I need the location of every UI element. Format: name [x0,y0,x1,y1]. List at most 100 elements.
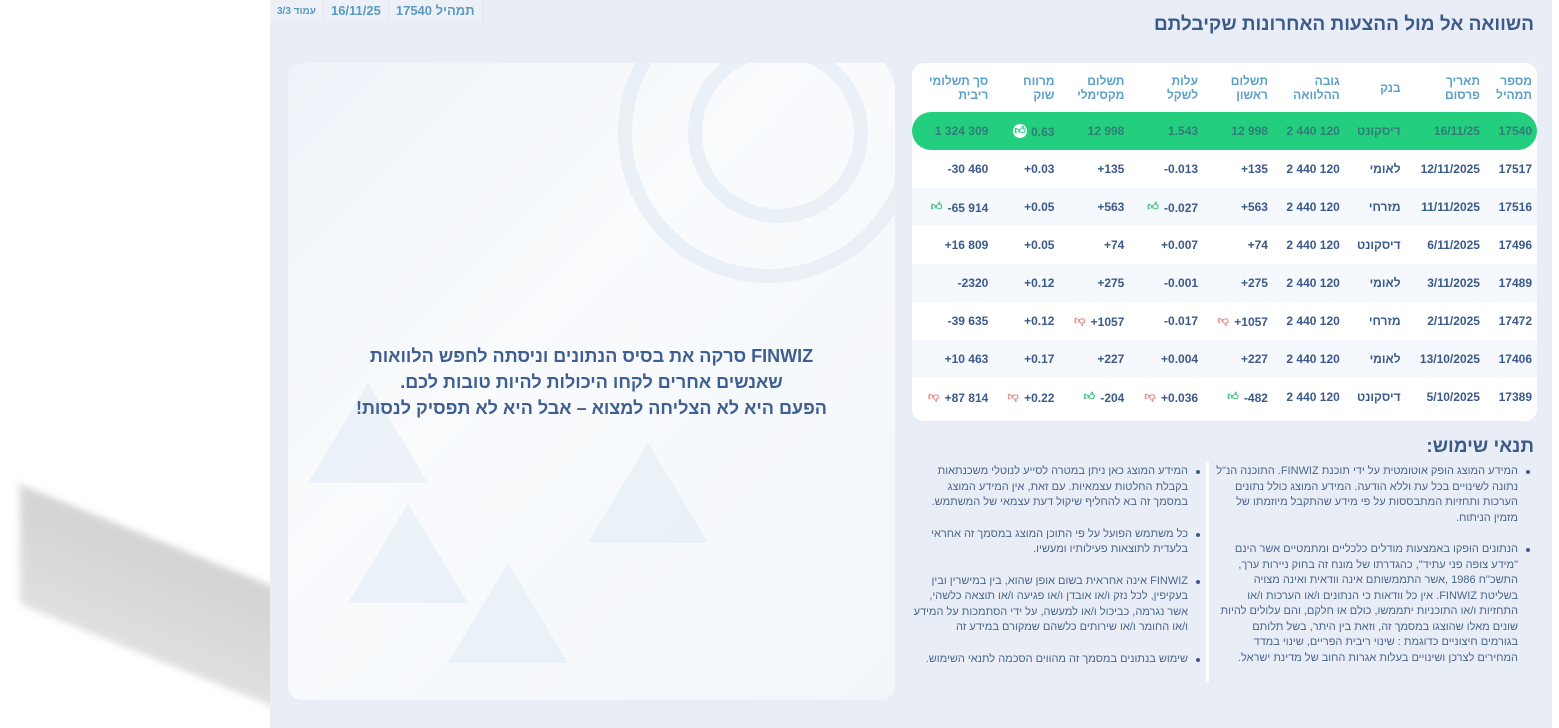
table-cell: 2 440 120 [1273,226,1345,264]
thumb-down-icon: 👎︎ [1007,390,1019,403]
table-cell: 13/10/2025 [1405,340,1485,378]
cell-value: 17516 [1498,200,1532,214]
column-header-line: לשקל [1166,87,1199,102]
table-cell: 17489 [1484,264,1537,302]
cell-value: +74 [1104,238,1125,252]
table-row[interactable]: 17406 13/10/2025 לאומי 2 440 120 +227 +0.004 +… [912,340,1537,378]
table-cell: -39 635 [912,302,993,340]
table-row[interactable]: 17517 12/11/2025 לאומי 2 440 120 +135 -0.013 +… [912,150,1537,188]
cell-value: +0.22 [1024,390,1055,405]
cell-value: 2 440 120 [1286,124,1340,138]
table-cell: +87 814 👎︎ [912,378,993,416]
no-results-card: FINWIZ סרקה את בסיס הנתונים וניסתה לחפש … [288,63,895,700]
column-header: בנק [1345,63,1406,112]
cell-value: 17406 [1498,352,1532,366]
column-header: תשלום ראשון [1203,63,1273,112]
terms-item: כל משתמש הפועל על פי התוכן המוצג במסמך ז… [912,527,1202,558]
table-cell: -0.001 [1129,264,1204,302]
decor-triangle [308,383,428,483]
thumb-down-icon: 👎︎ [1074,314,1086,327]
table-cell: 12 998 [1203,112,1273,150]
cell-value: +87 814 [944,390,989,405]
column-header-line: שוק [1033,87,1055,102]
thumb-up-icon: 👍︎ [1147,200,1159,213]
table-cell: +0.12 [993,264,1060,302]
table-row[interactable]: 17496 6/11/2025 דיסקונט 2 440 120 +74 +0.007 +… [912,226,1537,264]
table-cell: +10 463 [912,340,994,378]
cell-value: -65 914 [947,200,989,215]
table-cell: +0.004 [1129,340,1204,378]
cell-value: 17489 [1498,276,1532,290]
table-cell: לאומי [1344,340,1406,378]
terms-item: המידע המוצג כאן ניתן במטרה לסייע לנוטלי … [912,464,1202,511]
cell-value: +16 809 [944,238,989,252]
cell-value: מזרחי [1368,200,1401,214]
table-cell: +0.05 [993,188,1060,226]
loan-label: תמהיל 17540 [388,0,483,22]
cell-value: -482 [1243,390,1268,405]
cell-value: -204 [1100,390,1125,405]
terms-item: FINWIZ אינה אחראית בשום אופן שהוא, בין ב… [912,574,1202,636]
table-cell: 16/11/25 [1405,112,1485,150]
table-cell: 2 440 120 [1272,340,1345,378]
table-cell: מזרחי [1344,188,1406,226]
column-header-line: ריבית [958,87,989,102]
table-cell: 17406 [1484,340,1537,378]
table-row[interactable]: 17489 3/11/2025 לאומי 2 440 120 +275 -0.001 +2… [912,264,1537,302]
column-header: תאריך פרסום [1406,63,1485,112]
column-header: תשלום מקסימלי [1059,63,1129,112]
column-header-line: תאריך [1445,73,1480,88]
table-body: 17540 16/11/25 דיסקונט 2 440 120 12 998 1.543… [912,112,1537,416]
table-row-current[interactable]: 17540 16/11/25 דיסקונט 2 440 120 12 998 1.543… [912,112,1537,150]
thumb-down-icon: 👎︎ [1144,390,1156,403]
thumb-down-icon: 👎︎ [1217,314,1229,327]
table-cell: 17389 [1485,378,1537,416]
table-cell: +135 [1059,150,1129,188]
table-cell: +563 [1059,188,1130,226]
cell-value: +227 [1240,352,1268,366]
table-row[interactable]: 17472 2/11/2025 מזרחי 2 440 120 +1057 👎︎ -0.01… [912,302,1537,340]
column-header-line: תשלום [1087,73,1125,88]
table-row[interactable]: 17516 11/11/2025 מזרחי 2 440 120 +563 -0.027 👍… [912,188,1537,226]
table-cell: +135 [1203,150,1273,188]
cell-value: 2 440 120 [1286,238,1340,252]
decor-triangle [348,503,468,603]
cell-value: -39 635 [947,314,989,328]
decor-triangle [588,443,708,543]
table-cell: 3/11/2025 [1405,264,1485,302]
column-header: גובה ההלוואה [1273,63,1345,112]
cell-value: +563 [1097,200,1125,214]
table-cell: 2 440 120 [1273,302,1345,340]
terms-column-right: המידע המוצג הופק אוטומטית על ידי תוכנת F… [1215,464,1532,682]
cell-value: 3/11/2025 [1427,276,1480,290]
cell-value: +0.05 [1024,238,1055,252]
terms-column-left: המידע המוצג כאן ניתן במטרה לסייע לנוטלי … [912,464,1202,683]
cell-value: 2 440 120 [1286,314,1340,328]
table-cell: 2 440 120 [1273,378,1345,416]
cell-value: +0.17 [1024,352,1055,366]
cell-value: 2 440 120 [1286,352,1340,366]
message-line: הפעם היא לא הצליחה למצוא – אבל היא לא תפ… [356,398,827,418]
column-header: עלות לשקל [1129,63,1203,112]
table-row[interactable]: 17389 5/10/2025 דיסקונט 2 440 120 -482 👍︎ +0.0… [912,378,1537,416]
cell-value: +74 [1247,238,1268,252]
cell-value: דיסקונט [1356,390,1401,404]
thumb-down-icon: 👎︎ [928,390,940,403]
cell-value: 6/11/2025 [1427,238,1480,252]
column-header: מספר תמהיל [1485,63,1537,112]
table-cell: -0.017 [1129,302,1203,340]
table-cell: -30 460 [912,150,993,188]
column-header-line: מרווח [1023,73,1055,88]
table-cell: -65 914 👍︎ [912,188,994,226]
cell-value: +227 [1097,352,1125,366]
cell-value: 17472 [1498,314,1532,328]
report-page: עמוד 3/3 16/11/25 תמהיל 17540 השוואה אל … [270,0,1552,728]
cell-value: דיסקונט [1356,238,1401,252]
table-cell: 2 440 120 [1272,264,1345,302]
cell-value: לאומי [1369,276,1401,290]
column-header-line: ראשון [1236,87,1268,102]
cell-value: 17496 [1498,238,1532,252]
cell-value: +135 [1097,162,1125,176]
cell-value: 12 998 [1087,124,1125,138]
table-cell: 11/11/2025 [1405,188,1485,226]
